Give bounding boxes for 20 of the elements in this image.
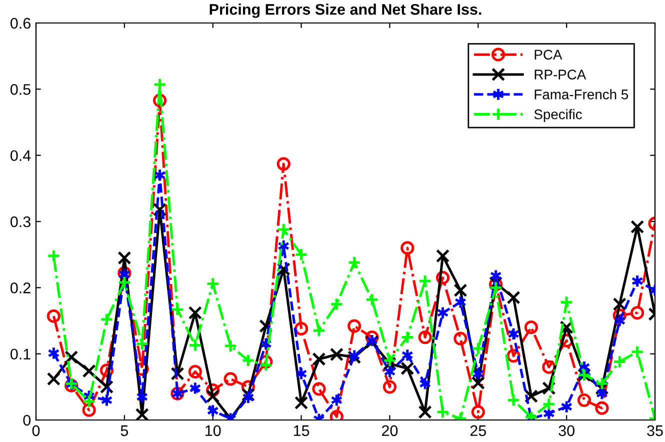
y-tick-label: 0.2: [10, 282, 30, 294]
legend-label: Fama-French 5: [534, 89, 628, 100]
x-tick-label: 20: [382, 425, 398, 436]
y-tick-label: 0.5: [10, 84, 30, 95]
x-tick-label: 15: [294, 425, 310, 436]
y-tick-label: 0.4: [10, 150, 31, 162]
x-tick-label: 10: [206, 425, 221, 436]
y-tick-label: 0.6: [10, 18, 30, 29]
x-tick-label: 35: [647, 425, 663, 436]
chart-title: Pricing Errors Size and Net Share Iss.: [210, 4, 482, 18]
y-tick-label: 0.3: [10, 216, 30, 228]
legend-label: PCA: [534, 50, 562, 60]
legend-label: RP-PCA: [534, 70, 586, 80]
y-tick-label: 0: [23, 414, 31, 426]
x-tick-label: 0: [32, 425, 40, 436]
x-tick-label: 30: [558, 425, 574, 436]
legend-label: Specific: [534, 109, 582, 122]
x-tick-label: 25: [470, 425, 486, 436]
y-tick-label: 0.1: [10, 348, 30, 360]
x-tick-label: 5: [120, 425, 128, 436]
